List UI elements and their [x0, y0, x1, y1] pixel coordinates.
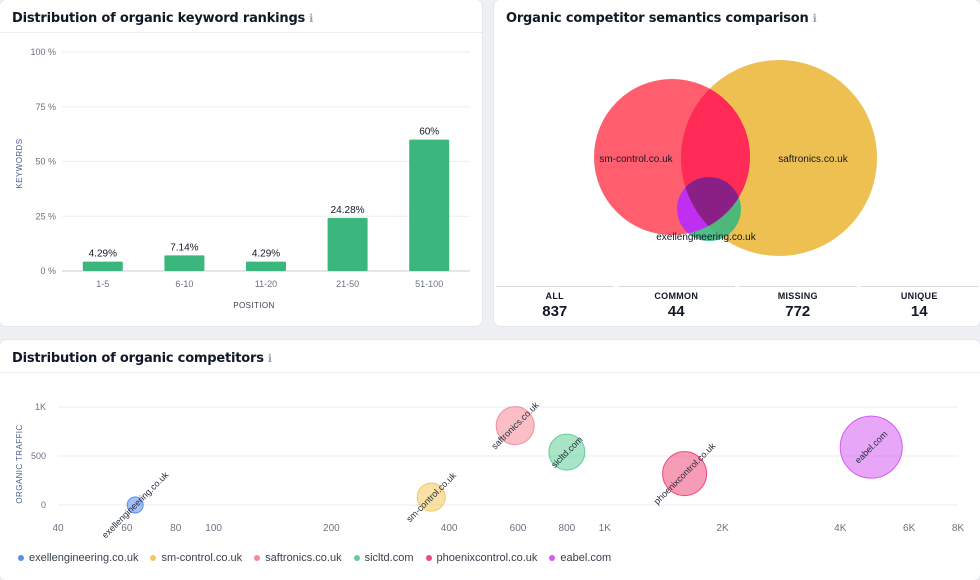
stat-label: UNIQUE	[900, 291, 938, 301]
point-sicltd.com[interactable]	[548, 433, 586, 471]
bar-data-label: 24.28%	[331, 205, 365, 216]
y-tick-label: 1K	[35, 402, 46, 412]
legend-dot-icon	[254, 555, 261, 561]
point-saftronics.co.uk[interactable]	[495, 406, 535, 446]
stat-label: MISSING	[777, 291, 818, 301]
legend-dot-icon	[425, 555, 432, 561]
legend-label: sicltd.com	[364, 552, 414, 564]
x-tick-label: 6K	[903, 523, 916, 534]
venn-label-saftronics: saftronics.co.uk	[778, 154, 848, 165]
rankings-card: Distribution of organic keyword rankings…	[0, 0, 482, 326]
point-exellengineering.co.uk[interactable]	[126, 496, 144, 514]
bar-6-10[interactable]	[164, 255, 205, 271]
legend-item[interactable]: phoenixcontrol.co.uk	[425, 552, 538, 564]
y-tick-label: 0	[41, 500, 46, 510]
y-tick-label: 0 %	[40, 266, 56, 276]
info-icon[interactable]: ℹ	[267, 352, 272, 365]
stat-missing: MISSING 772	[739, 286, 857, 326]
x-tick-label: 200	[323, 523, 340, 534]
legend-label: exellengineering.co.uk	[29, 552, 139, 564]
legend-dot-icon	[18, 555, 24, 561]
bar-21-50[interactable]	[327, 217, 368, 271]
rankings-bar-chart: 0 % 25 % 50 % 75 % 100 % 4.29% 1-5 7.14% 6-10 4.2…	[15, 47, 470, 310]
y-tick-label: 25 %	[35, 211, 56, 221]
stat-unique: UNIQUE 14	[860, 286, 978, 326]
point-eabel.com[interactable]	[839, 415, 903, 479]
legend-label: phoenixcontrol.co.uk	[436, 552, 538, 564]
x-tick-label: 400	[441, 523, 458, 534]
bar-1-5[interactable]	[82, 261, 123, 271]
x-tick-label: 21-50	[336, 279, 359, 289]
x-tick-label: 600	[510, 523, 527, 534]
semantics-title: Organic competitor semantics comparison ℹ	[506, 11, 817, 26]
stat-common: COMMON 44	[617, 286, 735, 326]
legend-dot-icon	[150, 555, 157, 561]
venn-label-exellengineering: exellengineering.co.uk	[656, 232, 757, 243]
semantics-stats: ALL 837 COMMON 44 MISSING 772 UNIQUE 14	[494, 286, 980, 326]
stat-label: ALL	[545, 291, 564, 301]
x-tick-label: 800	[559, 523, 576, 534]
competitors-legend: exellengineering.co.uk sm-control.co.uk sa…	[18, 552, 611, 564]
y-tick-label: 50 %	[35, 157, 56, 167]
info-icon[interactable]: ℹ	[309, 12, 314, 25]
x-tick-label: 2K	[716, 523, 729, 534]
semantics-card: Organic competitor semantics comparison ℹ…	[494, 0, 980, 326]
x-tick-label: 100	[205, 523, 222, 534]
point-label: phoenixcontrol.co.uk	[652, 441, 718, 507]
bar-data-label: 60%	[419, 127, 439, 138]
bar-11-20[interactable]	[246, 261, 286, 271]
legend-item[interactable]: sm-control.co.uk	[150, 552, 242, 564]
legend-item[interactable]: exellengineering.co.uk	[18, 552, 138, 564]
stat-value: 44	[667, 303, 685, 320]
x-tick-label: 1-5	[96, 279, 109, 289]
stat-label: COMMON	[654, 291, 699, 301]
x-tick-label: 40	[52, 523, 64, 534]
legend-dot-icon	[549, 555, 556, 561]
y-tick-label: 100 %	[30, 47, 56, 57]
stat-value: 772	[785, 303, 811, 320]
stat-value: 837	[542, 303, 568, 320]
x-tick-label: 4K	[834, 523, 847, 534]
y-axis-label: KEYWORDS	[15, 139, 24, 189]
legend-item[interactable]: saftronics.co.uk	[254, 552, 342, 564]
x-tick-label: 60	[121, 523, 133, 534]
y-axis-label: ORGANIC TRAFFIC	[15, 424, 24, 503]
x-tick-label: 51-100	[415, 279, 443, 289]
x-tick-label: 6-10	[175, 279, 193, 289]
point-label: sm-control.co.uk	[404, 470, 458, 524]
competitors-title: Distribution of organic competitors ℹ	[12, 351, 272, 366]
x-tick-label: 11-20	[255, 279, 277, 289]
stat-all: ALL 837	[496, 286, 614, 326]
legend-item[interactable]: sicltd.com	[353, 552, 414, 564]
venn-diagram: sm-control.co.uk saftronics.co.uk exelle…	[594, 60, 877, 256]
x-tick-label: 80	[170, 523, 182, 534]
legend-label: eabel.com	[560, 552, 612, 564]
legend-item[interactable]: eabel.com	[549, 552, 611, 564]
bar-data-label: 7.14%	[170, 242, 198, 253]
point-sm-control.co.uk[interactable]	[416, 482, 446, 512]
competitors-card: Distribution of organic competitors ℹ 0 50…	[0, 340, 980, 580]
x-tick-label: 1K	[599, 523, 612, 534]
bar-51-100[interactable]	[409, 139, 450, 271]
y-tick-label: 75 %	[35, 102, 56, 112]
stat-value: 14	[910, 303, 928, 320]
info-icon[interactable]: ℹ	[812, 12, 817, 25]
legend-dot-icon	[353, 555, 360, 561]
bar-data-label: 4.29%	[89, 249, 117, 260]
competitors-scatter-chart: 0 500 1K 40 60 80 100 200 400 600 800 1K 2K 4K 6K 8K ORG…	[15, 400, 965, 541]
legend-label: saftronics.co.uk	[265, 552, 342, 564]
point-phoenixcontrol.co.uk[interactable]	[662, 451, 708, 497]
legend-label: sm-control.co.uk	[161, 552, 243, 564]
venn-label-sm-control: sm-control.co.uk	[599, 154, 673, 165]
x-tick-label: 8K	[952, 523, 965, 534]
x-axis-label: POSITION	[233, 301, 274, 310]
rankings-title: Distribution of organic keyword rankings…	[12, 11, 314, 26]
bar-data-label: 4.29%	[252, 249, 280, 260]
y-tick-label: 500	[31, 451, 46, 461]
